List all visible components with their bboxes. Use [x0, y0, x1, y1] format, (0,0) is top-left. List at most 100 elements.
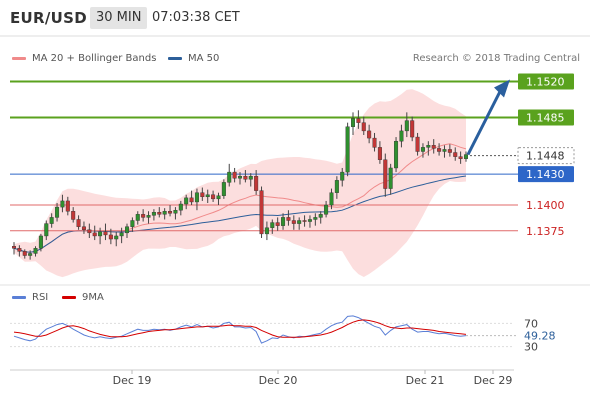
candle-body: [464, 154, 469, 159]
candle-body: [307, 219, 312, 222]
candle-body: [135, 214, 140, 221]
level-label-1.1375: 1.1375: [526, 225, 565, 238]
level-label-1.1448: 1.1448: [526, 150, 565, 163]
rsi-tick-70: 70: [524, 317, 538, 330]
candle-body: [76, 219, 81, 227]
candle-body: [173, 209, 178, 214]
candle-body: [232, 171, 237, 179]
level-box-1.1375: [518, 222, 574, 239]
candle-body: [340, 171, 345, 181]
candle-body: [119, 232, 124, 237]
legend-rsi-ma: 9MA: [62, 292, 104, 303]
candle-body: [49, 217, 54, 224]
chart-time: 07:03:38 CET: [152, 10, 240, 25]
level-label-1.1520: 1.1520: [526, 75, 565, 88]
legend-ma50-label: MA 50: [188, 53, 220, 64]
candle-body: [114, 235, 119, 240]
candle-body: [394, 140, 399, 169]
research-credit: Research © 2018 Trading Central: [412, 53, 580, 64]
candle-body: [313, 217, 318, 220]
candle-body: [28, 253, 33, 256]
bollinger-swatch: [12, 56, 26, 60]
level-box-1.1448: [517, 147, 575, 165]
candle-body: [92, 232, 97, 237]
candle-body: [248, 176, 253, 180]
candle-body: [151, 212, 156, 216]
candle-body: [38, 235, 43, 249]
time-label: Dec 21: [406, 374, 445, 387]
time-label: Dec 29: [474, 374, 513, 387]
candle-body: [11, 246, 16, 249]
level-label-1.1485: 1.1485: [526, 112, 565, 125]
candle-body: [264, 227, 269, 235]
rsi-line: [13, 315, 467, 344]
candle-body: [329, 192, 334, 206]
candle-body: [431, 145, 436, 149]
time-label: Dec 19: [113, 374, 152, 387]
candle-body: [442, 149, 447, 152]
level-box-1.1430: [518, 166, 574, 183]
candle-body: [286, 217, 291, 221]
candle-body: [372, 137, 377, 148]
candle-body: [291, 220, 296, 224]
candle-body: [453, 152, 458, 157]
candle-body: [361, 122, 366, 132]
candle-body: [65, 200, 70, 212]
candle-body: [71, 211, 76, 220]
candle-body: [399, 130, 404, 142]
candle-body: [351, 118, 356, 127]
instrument-symbol: EUR/USD: [10, 9, 87, 27]
ma50-swatch: [168, 56, 182, 60]
candle-body: [55, 206, 60, 218]
candle-body: [108, 234, 113, 240]
candle-body: [227, 171, 232, 183]
candle-body: [178, 203, 183, 211]
rsi-ma-swatch: [62, 295, 76, 299]
candle-body: [345, 126, 350, 173]
candle-body: [297, 220, 302, 224]
candle-body: [334, 180, 339, 193]
forecast-arrow-shaft: [466, 90, 502, 156]
forecast-arrow-head: [494, 79, 510, 98]
candle-body: [243, 176, 248, 180]
legend-rsi-ma-label: 9MA: [82, 292, 104, 303]
candle-body: [426, 145, 431, 148]
candle-body: [415, 136, 420, 152]
candle-body: [367, 130, 372, 139]
time-label: Dec 20: [259, 374, 298, 387]
legend-ma50: MA 50: [168, 53, 219, 64]
candle-body: [324, 204, 329, 215]
candle-body: [388, 167, 393, 189]
level-box-1.1485: [518, 109, 574, 126]
candle-body: [98, 231, 103, 237]
level-label-1.1400: 1.1400: [526, 199, 565, 212]
rsi-value-label: 49.28: [524, 330, 556, 343]
candle-body: [87, 229, 92, 234]
candle-body: [221, 182, 226, 196]
candle-body: [205, 194, 210, 198]
legend-bollinger: MA 20 + Bollinger Bands: [12, 53, 156, 64]
candle-body: [275, 222, 280, 226]
candle-body: [420, 147, 425, 152]
candle-body: [146, 215, 151, 218]
candle-body: [189, 197, 194, 203]
candle-body: [103, 231, 108, 236]
level-box-1.1520: [518, 73, 574, 90]
candle-body: [33, 248, 38, 254]
candle-body: [194, 192, 199, 203]
level-box-1.1400: [518, 197, 574, 214]
candle-body: [458, 156, 463, 159]
timeframe-badge[interactable]: 30 MIN: [90, 7, 148, 29]
candle-body: [44, 223, 49, 237]
candle-body: [281, 217, 286, 226]
candle-body: [237, 176, 242, 179]
candle-body: [254, 176, 259, 191]
chart-header: EUR/USD 30 MIN 07:03:38 CET: [0, 0, 590, 36]
candle-body: [184, 197, 189, 205]
candle-body: [270, 222, 275, 228]
candle-body: [302, 220, 307, 222]
candle-body: [141, 214, 146, 218]
candle-body: [162, 211, 167, 215]
rsi-swatch: [12, 295, 26, 299]
